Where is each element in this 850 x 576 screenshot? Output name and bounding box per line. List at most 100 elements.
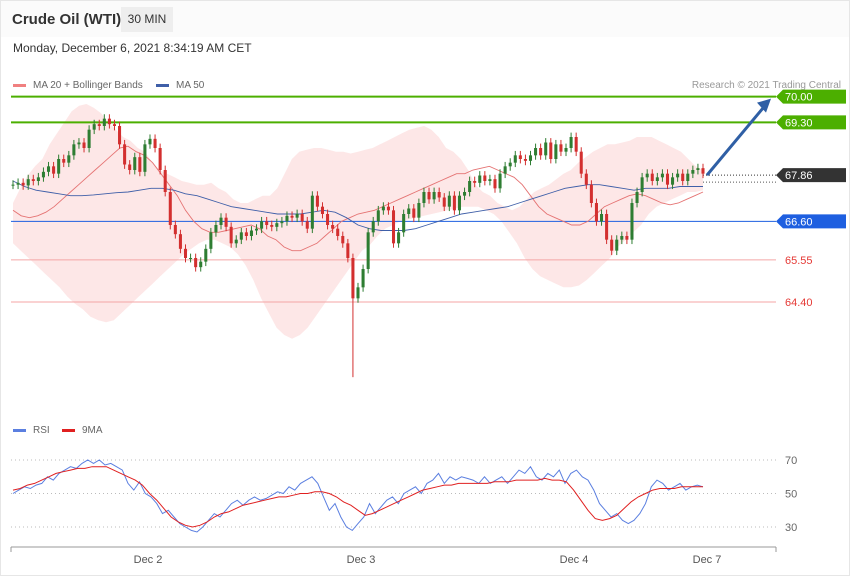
research-credit: Research © 2021 Trading Central bbox=[691, 80, 841, 91]
legend-label-bollinger: MA 20 + Bollinger Bands bbox=[33, 80, 143, 91]
candle-body bbox=[468, 181, 472, 192]
candle-body bbox=[361, 269, 365, 288]
legend-label-ma50: MA 50 bbox=[176, 80, 205, 91]
candle-body bbox=[503, 166, 507, 174]
candle-body bbox=[280, 221, 284, 224]
candle-body bbox=[229, 226, 233, 244]
rsi-tick-label-50: 50 bbox=[785, 489, 797, 501]
candle-body bbox=[564, 148, 568, 152]
candle-body bbox=[82, 142, 86, 148]
candle-body bbox=[143, 144, 147, 172]
candle-body bbox=[610, 239, 614, 251]
x-tick-label-dec-4: Dec 4 bbox=[560, 554, 589, 566]
ma20-line bbox=[12, 145, 704, 252]
candle-body bbox=[686, 173, 690, 181]
candle-body bbox=[493, 179, 497, 189]
candle-body bbox=[665, 173, 670, 185]
ma50-line bbox=[12, 180, 703, 231]
rsi-9ma-line bbox=[12, 466, 703, 528]
timeframe-badge[interactable]: 30 MIN bbox=[121, 7, 173, 32]
legend-9ma: 9MA bbox=[62, 425, 103, 436]
candle-body bbox=[183, 248, 188, 258]
candle-body bbox=[77, 142, 81, 145]
candle-body bbox=[112, 124, 116, 126]
candle-body bbox=[589, 184, 593, 203]
candle-body bbox=[427, 192, 431, 200]
candle-body bbox=[260, 221, 264, 229]
candle-body bbox=[681, 173, 685, 181]
candle-body bbox=[442, 197, 446, 207]
candle-body bbox=[52, 166, 56, 174]
legend-swatch-ma50 bbox=[156, 84, 169, 87]
level-label-67.86: 67.86 bbox=[785, 170, 813, 182]
candle-body bbox=[513, 155, 517, 163]
candle-body bbox=[118, 126, 122, 145]
candle-body bbox=[92, 124, 96, 130]
candle-body bbox=[483, 175, 487, 181]
candle-body bbox=[270, 225, 274, 227]
candle-body bbox=[265, 221, 269, 225]
candle-body bbox=[295, 214, 299, 218]
candle-body bbox=[478, 175, 482, 183]
x-tick-label-dec-2: Dec 2 bbox=[134, 554, 163, 566]
x-tick-label-dec-3: Dec 3 bbox=[347, 554, 376, 566]
candle-body bbox=[630, 203, 634, 240]
candle-body bbox=[579, 151, 583, 174]
candle-body bbox=[518, 155, 522, 159]
level-label-64.40: 64.40 bbox=[785, 297, 813, 309]
level-label-69.30: 69.30 bbox=[785, 117, 813, 129]
candle-body bbox=[600, 214, 604, 222]
candle-body bbox=[488, 179, 492, 181]
candle-body bbox=[11, 184, 15, 186]
legend-label-rsi: RSI bbox=[33, 425, 50, 436]
candle-body bbox=[214, 225, 218, 233]
level-label-66.60: 66.60 bbox=[785, 216, 813, 228]
target-arrow-head bbox=[757, 98, 771, 113]
candle-body bbox=[402, 214, 406, 233]
candle-body bbox=[473, 181, 477, 183]
level-tag-70.00 bbox=[776, 89, 846, 104]
candle-body bbox=[554, 144, 558, 159]
candle-body bbox=[351, 258, 355, 299]
candle-body bbox=[97, 124, 101, 126]
candle-body bbox=[204, 248, 208, 262]
candle-body bbox=[366, 232, 370, 269]
candle-body bbox=[655, 177, 659, 181]
candle-body bbox=[209, 232, 213, 249]
candle-body bbox=[244, 232, 248, 236]
candle-body bbox=[432, 192, 436, 200]
candle-body bbox=[57, 159, 61, 174]
legend-bollinger: MA 20 + Bollinger Bands bbox=[13, 80, 143, 91]
candle-body bbox=[87, 129, 91, 148]
level-label-65.55: 65.55 bbox=[785, 255, 813, 267]
legend-swatch-9ma bbox=[62, 429, 75, 432]
candle-body bbox=[62, 159, 66, 163]
candle-body bbox=[315, 195, 319, 207]
candle-body bbox=[397, 232, 401, 244]
candle-body bbox=[133, 157, 137, 170]
candle-body bbox=[539, 148, 543, 156]
candle-body bbox=[173, 225, 177, 235]
level-label-70.00: 70.00 bbox=[785, 92, 813, 104]
candle-body bbox=[386, 206, 390, 211]
candle-body bbox=[463, 192, 467, 196]
candle-body bbox=[381, 206, 385, 211]
candle-body bbox=[569, 137, 573, 148]
candle-body bbox=[417, 203, 421, 218]
candle-body bbox=[508, 162, 512, 167]
candle-body bbox=[660, 173, 664, 178]
candle-body bbox=[696, 168, 700, 170]
candle-body bbox=[447, 195, 451, 207]
candle-body bbox=[594, 203, 598, 222]
candle-body bbox=[153, 138, 157, 148]
candle-body bbox=[549, 142, 553, 159]
candle-body bbox=[620, 236, 624, 240]
candle-body bbox=[305, 221, 309, 229]
target-arrow-shaft bbox=[705, 104, 767, 177]
candle-body bbox=[650, 173, 654, 181]
candle-body bbox=[310, 195, 314, 229]
candle-body bbox=[290, 215, 294, 218]
candle-body bbox=[234, 239, 238, 244]
candle-body bbox=[534, 148, 538, 156]
